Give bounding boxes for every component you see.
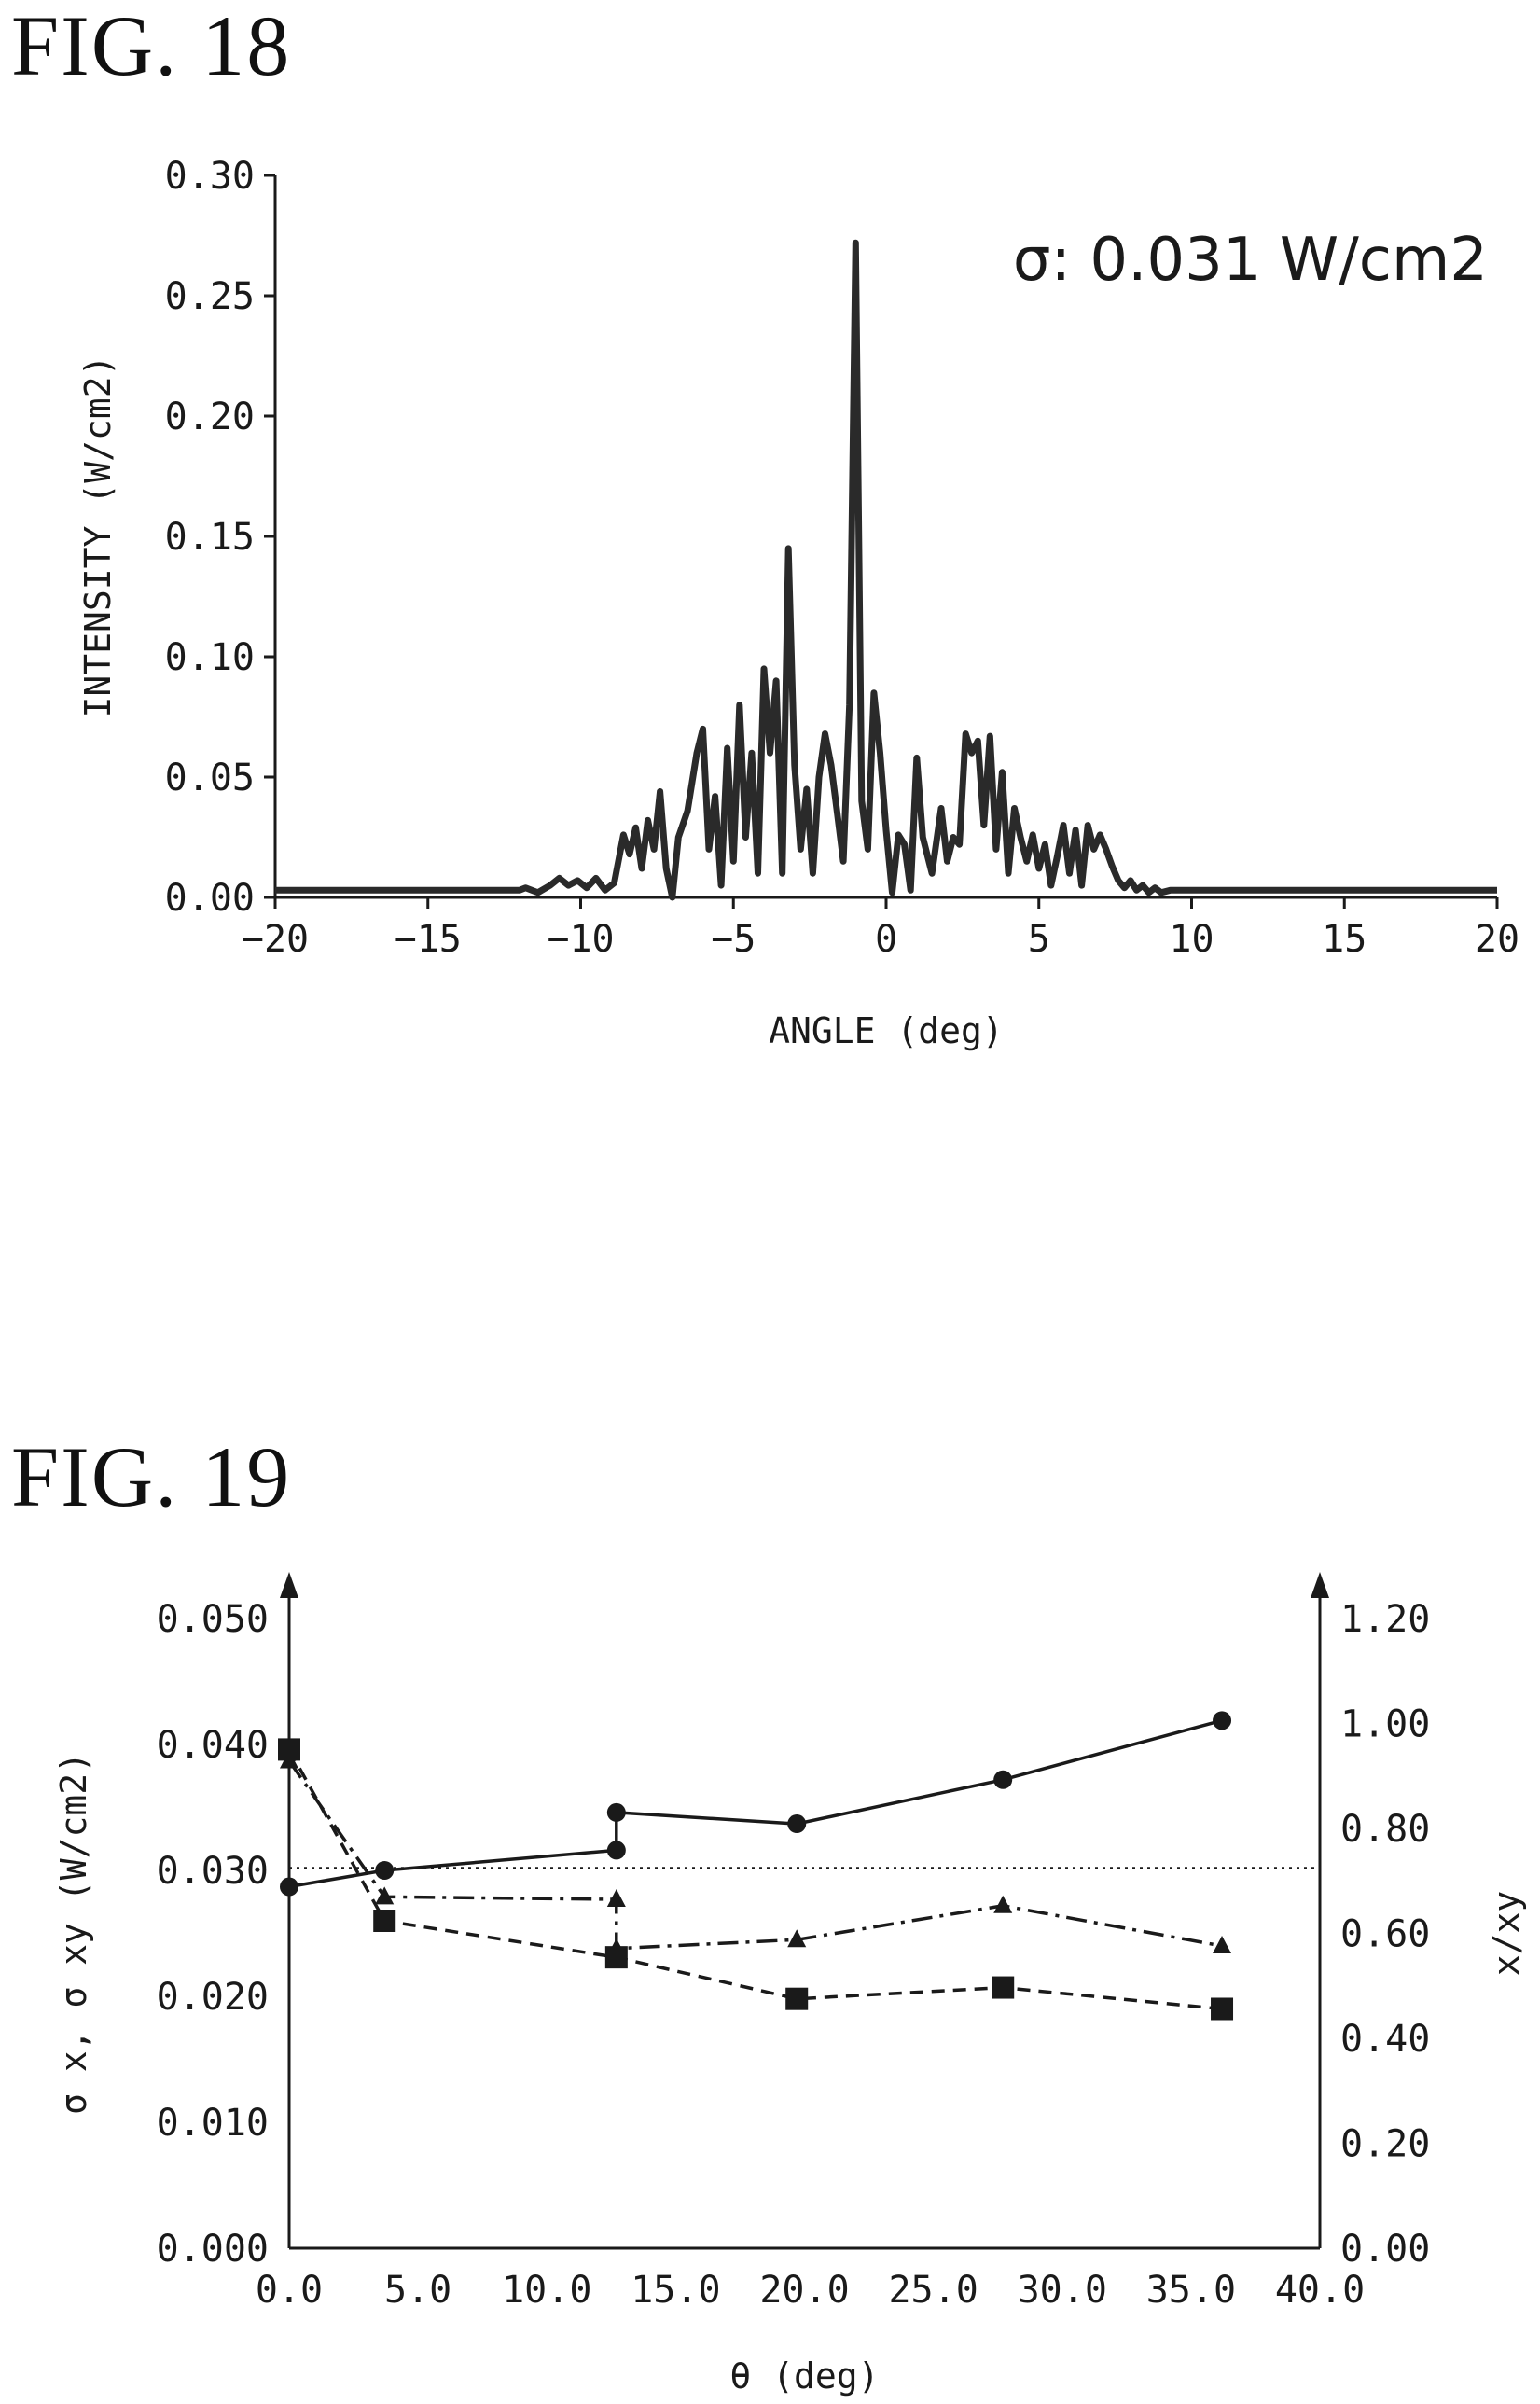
square-marker bbox=[992, 1976, 1015, 1999]
y-tick-label: 0.25 bbox=[165, 275, 255, 318]
triangle-marker bbox=[606, 1889, 626, 1908]
square-marker bbox=[373, 1910, 396, 1932]
circle-marker bbox=[993, 1770, 1013, 1789]
right-y-tick-label: 1.20 bbox=[1340, 1598, 1430, 1641]
left-y-tick-label: 0.000 bbox=[157, 2228, 269, 2271]
x-tick-label: 0.0 bbox=[256, 2269, 323, 2312]
circle-marker bbox=[787, 1814, 807, 1834]
y-tick-label: 0.15 bbox=[165, 516, 255, 559]
figure-18-title: FIG. 18 bbox=[11, 0, 292, 93]
left-y-tick-label: 0.020 bbox=[157, 1976, 269, 2019]
x-axis-title: ANGLE (deg) bbox=[769, 1010, 1004, 1051]
x-tick-label: 20 bbox=[1475, 918, 1519, 961]
y-tick-label: 0.05 bbox=[165, 757, 255, 799]
left-y-tick-label: 0.030 bbox=[157, 1850, 269, 1893]
triangle-marker bbox=[1213, 1936, 1232, 1953]
right-y-tick-label: 0.40 bbox=[1340, 2018, 1430, 2061]
x-tick-label: 35.0 bbox=[1146, 2269, 1236, 2312]
y-tick-label: 0.10 bbox=[165, 636, 255, 679]
right-axis-arrow bbox=[1311, 1572, 1329, 1598]
y-tick-label: 0.00 bbox=[165, 877, 255, 920]
x-tick-label: 40.0 bbox=[1275, 2269, 1365, 2312]
circle-marker bbox=[1213, 1711, 1232, 1730]
left-y-tick-label: 0.040 bbox=[157, 1724, 269, 1767]
left-y-tick-label: 0.010 bbox=[157, 2102, 269, 2145]
y-tick-label: 0.30 bbox=[165, 155, 255, 198]
series-triangle-line bbox=[287, 1759, 1223, 1951]
x-tick-label: 0 bbox=[875, 918, 897, 961]
right-y-tick-label: 0.80 bbox=[1340, 1808, 1430, 1851]
intensity-series-line bbox=[275, 239, 1497, 901]
left-y-axis-title: σ x, σ xy (W/cm2) bbox=[53, 1752, 94, 2115]
x-tick-label: 20.0 bbox=[759, 2269, 849, 2312]
sigma-annotation: σ: 0.031 W/cm2 bbox=[1013, 226, 1488, 295]
x-tick-label: −10 bbox=[547, 918, 614, 961]
x-tick-label: 5 bbox=[1028, 918, 1050, 961]
x-tick-label: 25.0 bbox=[888, 2269, 978, 2312]
triangle-marker bbox=[993, 1895, 1013, 1913]
left-axis-arrow bbox=[280, 1572, 298, 1598]
right-y-tick-label: 0.20 bbox=[1340, 2123, 1430, 2166]
figure-19-title: FIG. 19 bbox=[11, 1429, 292, 1524]
right-y-axis-title: x/xy bbox=[1486, 1891, 1527, 1977]
x-tick-label: 10 bbox=[1169, 918, 1214, 961]
x-tick-label: −20 bbox=[242, 918, 309, 961]
circle-marker bbox=[375, 1861, 395, 1880]
series-square-line bbox=[287, 1748, 1223, 2011]
x-tick-label: −5 bbox=[711, 918, 756, 961]
x-tick-label: −15 bbox=[395, 918, 462, 961]
square-marker bbox=[1211, 1997, 1234, 2021]
square-marker bbox=[785, 1987, 809, 2010]
circle-marker bbox=[606, 1802, 626, 1822]
x-tick-label: 30.0 bbox=[1018, 2269, 1107, 2312]
square-marker bbox=[604, 1946, 628, 1969]
triangle-marker bbox=[375, 1886, 395, 1905]
right-y-tick-label: 0.60 bbox=[1340, 1913, 1430, 1956]
left-y-tick-label: 0.050 bbox=[157, 1598, 269, 1641]
y-axis-title: INTENSITY (W/cm2) bbox=[77, 355, 118, 718]
right-y-tick-label: 1.00 bbox=[1340, 1703, 1430, 1746]
x-tick-label: 5.0 bbox=[384, 2269, 451, 2312]
x-tick-label: 15.0 bbox=[631, 2269, 720, 2312]
x-axis-title: θ (deg) bbox=[729, 2355, 879, 2397]
series-circle-line bbox=[288, 1718, 1223, 1889]
circle-marker bbox=[280, 1877, 298, 1897]
x-tick-label: 10.0 bbox=[502, 2269, 591, 2312]
y-tick-label: 0.20 bbox=[165, 396, 255, 438]
right-y-tick-label: 0.00 bbox=[1340, 2228, 1430, 2271]
x-tick-label: 15 bbox=[1322, 918, 1367, 961]
figure-18-chart: 0.00 0.05 0.10 0.15 0.20 0.25 0.30 −20 −15 −10 −5 0… bbox=[77, 155, 1519, 1051]
triangle-marker bbox=[787, 1929, 807, 1948]
circle-marker bbox=[606, 1841, 626, 1860]
square-marker bbox=[278, 1738, 300, 1761]
